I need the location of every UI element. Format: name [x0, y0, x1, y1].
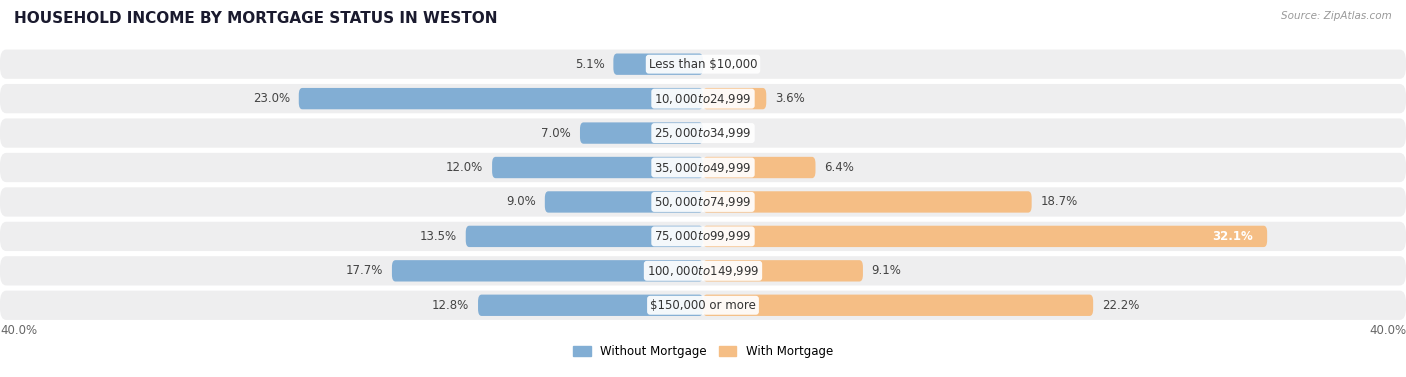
- FancyBboxPatch shape: [0, 118, 1406, 148]
- FancyBboxPatch shape: [478, 294, 703, 316]
- Text: Source: ZipAtlas.com: Source: ZipAtlas.com: [1281, 11, 1392, 21]
- Text: $150,000 or more: $150,000 or more: [650, 299, 756, 312]
- Legend: Without Mortgage, With Mortgage: Without Mortgage, With Mortgage: [568, 340, 838, 363]
- FancyBboxPatch shape: [492, 157, 703, 178]
- Text: 40.0%: 40.0%: [1369, 324, 1406, 337]
- FancyBboxPatch shape: [0, 291, 1406, 320]
- Text: 13.5%: 13.5%: [420, 230, 457, 243]
- Text: $50,000 to $74,999: $50,000 to $74,999: [654, 195, 752, 209]
- Text: 9.1%: 9.1%: [872, 264, 901, 277]
- FancyBboxPatch shape: [0, 153, 1406, 182]
- FancyBboxPatch shape: [0, 187, 1406, 217]
- FancyBboxPatch shape: [0, 256, 1406, 285]
- Text: $75,000 to $99,999: $75,000 to $99,999: [654, 229, 752, 244]
- Text: 3.6%: 3.6%: [775, 92, 804, 105]
- FancyBboxPatch shape: [0, 222, 1406, 251]
- FancyBboxPatch shape: [703, 260, 863, 282]
- FancyBboxPatch shape: [465, 226, 703, 247]
- Text: 6.4%: 6.4%: [824, 161, 853, 174]
- FancyBboxPatch shape: [299, 88, 703, 109]
- Text: $10,000 to $24,999: $10,000 to $24,999: [654, 92, 752, 106]
- Text: 5.1%: 5.1%: [575, 58, 605, 70]
- Text: 17.7%: 17.7%: [346, 264, 382, 277]
- FancyBboxPatch shape: [613, 54, 703, 75]
- Text: $25,000 to $34,999: $25,000 to $34,999: [654, 126, 752, 140]
- FancyBboxPatch shape: [703, 88, 766, 109]
- FancyBboxPatch shape: [581, 123, 703, 144]
- Text: 40.0%: 40.0%: [0, 324, 37, 337]
- Text: 32.1%: 32.1%: [1212, 230, 1253, 243]
- Text: 12.8%: 12.8%: [432, 299, 470, 312]
- Text: Less than $10,000: Less than $10,000: [648, 58, 758, 70]
- FancyBboxPatch shape: [0, 84, 1406, 113]
- FancyBboxPatch shape: [703, 226, 1267, 247]
- Text: $100,000 to $149,999: $100,000 to $149,999: [647, 264, 759, 278]
- Text: 12.0%: 12.0%: [446, 161, 484, 174]
- Text: HOUSEHOLD INCOME BY MORTGAGE STATUS IN WESTON: HOUSEHOLD INCOME BY MORTGAGE STATUS IN W…: [14, 11, 498, 26]
- FancyBboxPatch shape: [392, 260, 703, 282]
- Text: 9.0%: 9.0%: [506, 195, 536, 208]
- Text: 7.0%: 7.0%: [541, 127, 571, 139]
- FancyBboxPatch shape: [546, 191, 703, 213]
- FancyBboxPatch shape: [703, 294, 1094, 316]
- FancyBboxPatch shape: [703, 191, 1032, 213]
- Text: 22.2%: 22.2%: [1102, 299, 1139, 312]
- FancyBboxPatch shape: [0, 49, 1406, 79]
- Text: 18.7%: 18.7%: [1040, 195, 1077, 208]
- Text: 23.0%: 23.0%: [253, 92, 290, 105]
- Text: $35,000 to $49,999: $35,000 to $49,999: [654, 161, 752, 175]
- FancyBboxPatch shape: [703, 157, 815, 178]
